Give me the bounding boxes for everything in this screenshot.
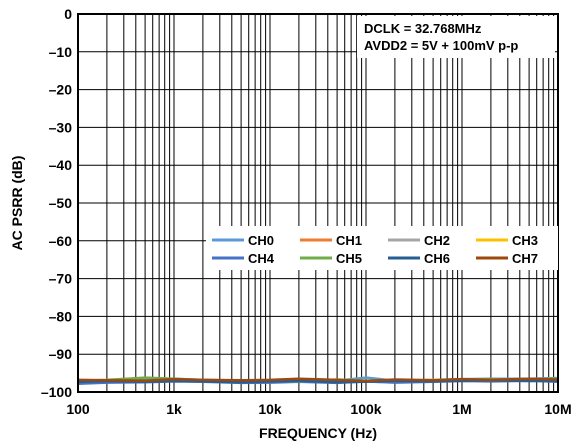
annotation-dclk: DCLK = 32.768MHz [364, 21, 482, 36]
y-axis-title: AC PSRR (dB) [9, 156, 25, 251]
annotation-avdd2: AVDD2 = 5V + 100mV p-p [364, 38, 518, 53]
y-tick-label: –20 [49, 82, 73, 98]
y-tick-label: –80 [49, 308, 73, 324]
y-tick-label: –90 [49, 346, 73, 362]
legend-label-ch5: CH5 [336, 251, 362, 266]
y-tick-label: –50 [49, 195, 73, 211]
y-tick-label: –60 [49, 233, 73, 249]
y-tick-label: –70 [49, 271, 73, 287]
y-tick-label: –100 [41, 384, 72, 400]
x-tick-label: 100k [350, 401, 381, 417]
legend-label-ch6: CH6 [424, 251, 450, 266]
x-tick-label: 1M [452, 401, 471, 417]
x-tick-label: 10k [258, 401, 282, 417]
y-tick-label: –30 [49, 119, 73, 135]
x-tick-labels: 100 1k 10k 100k 1M 10M [66, 401, 571, 417]
x-tick-label: 10M [544, 401, 571, 417]
y-tick-label: –40 [49, 157, 73, 173]
series-line-ch7 [77, 377, 559, 383]
series-lines [77, 376, 559, 385]
legend-label-ch4: CH4 [248, 251, 275, 266]
legend: CH0 CH1 CH2 CH3 CH4 CH5 CH6 CH7 [206, 226, 558, 270]
legend-label-ch1: CH1 [336, 233, 362, 248]
plot-frame [77, 13, 559, 393]
legend-label-ch0: CH0 [248, 233, 274, 248]
annotation-background [357, 16, 555, 58]
x-tick-label: 1k [166, 401, 182, 417]
x-tick-label: 100 [66, 401, 90, 417]
y-tick-label: –10 [49, 44, 73, 60]
y-tick-label: 0 [64, 6, 72, 22]
legend-background [206, 226, 558, 270]
legend-label-ch7: CH7 [512, 251, 538, 266]
legend-label-ch3: CH3 [512, 233, 538, 248]
annotation-box: DCLK = 32.768MHz AVDD2 = 5V + 100mV p-p [357, 16, 555, 58]
y-tick-labels: 0 –10 –20 –30 –40 –50 –60 –70 –80 –90 –100 [41, 6, 72, 400]
legend-label-ch2: CH2 [424, 233, 450, 248]
x-axis-title: FREQUENCY (Hz) [259, 425, 377, 441]
